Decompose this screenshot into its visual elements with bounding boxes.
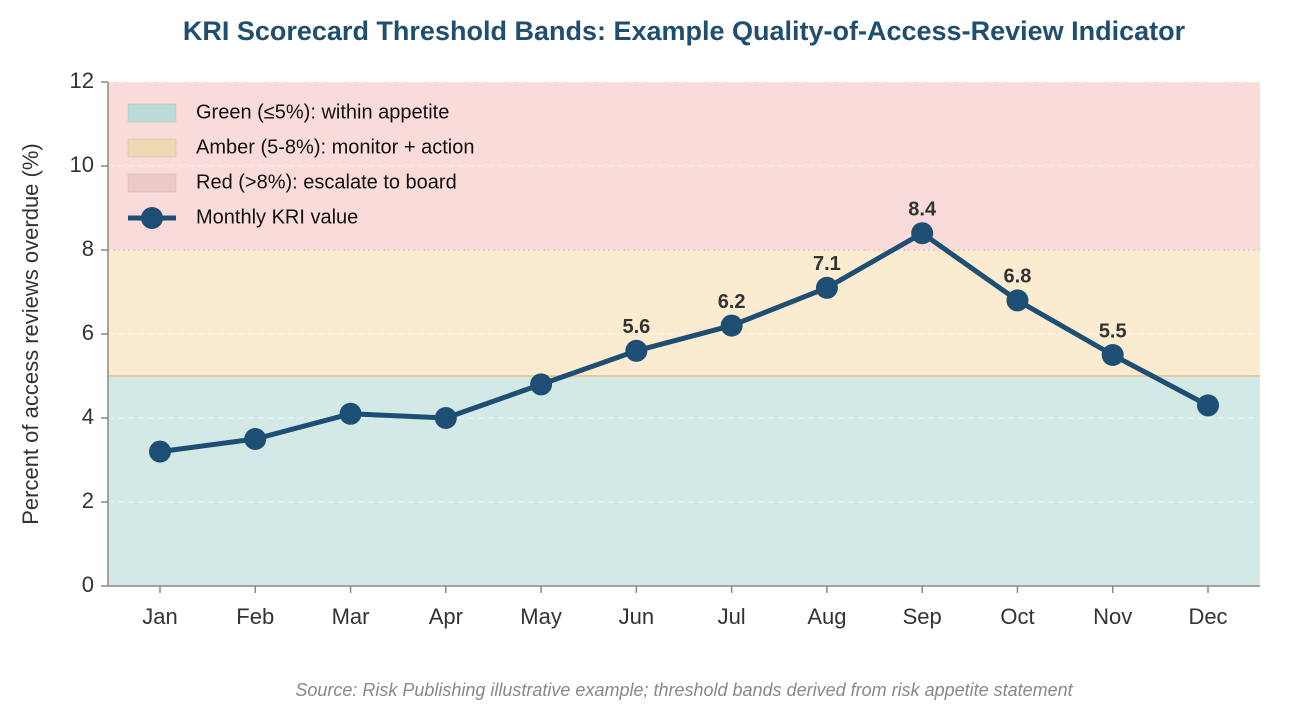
x-tick-label: Jan	[142, 604, 177, 629]
source-note: Source: Risk Publishing illustrative exa…	[295, 680, 1073, 700]
kri-point	[815, 276, 838, 299]
x-tick-label: Aug	[807, 604, 846, 629]
y-tick-label: 10	[70, 152, 94, 177]
plot: 5.6 6.2 7.1 8.4 6.8 5.5	[149, 198, 1219, 463]
x-tick-label: Jun	[619, 604, 654, 629]
legend-swatch	[127, 173, 177, 193]
kri-point	[625, 339, 648, 362]
kri-point	[720, 314, 743, 337]
kri-point	[1197, 394, 1219, 417]
kri-point	[244, 428, 267, 450]
legend: Green (≤5%): within appetite Amber (5-8%)…	[127, 101, 474, 229]
kri-point	[911, 222, 934, 245]
axes: 0 2 4 6 8 10 12 Jan Feb Mar Apr May Jun Jul Aug Sep Oct N…	[70, 68, 1260, 629]
x-tick-label: Oct	[1000, 604, 1034, 629]
x-tick-label: Sep	[903, 604, 942, 629]
legend-label: Red (>8%): escalate to board	[196, 171, 457, 193]
value-label: 6.8	[1004, 266, 1032, 288]
x-tick-label: Nov	[1093, 604, 1132, 629]
chart-title: KRI Scorecard Threshold Bands: Example Q…	[183, 16, 1186, 46]
legend-label: Green (≤5%): within appetite	[196, 101, 449, 123]
y-tick-label: 2	[82, 488, 94, 513]
kri-point	[434, 407, 457, 429]
legend-marker	[141, 207, 163, 229]
threshold-band	[108, 250, 1260, 376]
value-label: 7.1	[813, 253, 841, 275]
x-tick-label: Feb	[236, 604, 274, 629]
x-tick-label: Dec	[1188, 604, 1227, 629]
y-tick-label: 0	[82, 572, 94, 597]
kri-point	[530, 373, 553, 396]
kri-point	[339, 402, 362, 425]
value-label: 5.6	[622, 316, 650, 338]
value-label: 5.5	[1099, 320, 1127, 342]
legend-swatch	[127, 138, 177, 158]
kri-point	[1101, 344, 1124, 366]
threshold-band	[108, 376, 1260, 586]
kri-point	[149, 440, 171, 463]
legend-label: Monthly KRI value	[196, 206, 358, 228]
kri-line	[159, 230, 1210, 455]
y-tick-label: 12	[70, 68, 94, 93]
x-tick-label: Mar	[332, 604, 370, 629]
y-axis-label: Percent of access reviews overdue (%)	[18, 143, 43, 525]
value-label: 8.4	[908, 198, 937, 220]
x-tick-label: May	[520, 604, 562, 629]
y-tick-label: 4	[82, 404, 94, 429]
value-label: 6.2	[718, 291, 746, 313]
kri-point	[1006, 289, 1029, 312]
legend-swatch	[127, 103, 177, 123]
y-tick-label: 6	[82, 320, 94, 345]
x-tick-label: Apr	[429, 604, 463, 629]
legend-label: Amber (5-8%): monitor + action	[196, 136, 474, 158]
x-tick-label: Jul	[718, 604, 746, 629]
y-tick-label: 8	[82, 236, 94, 261]
